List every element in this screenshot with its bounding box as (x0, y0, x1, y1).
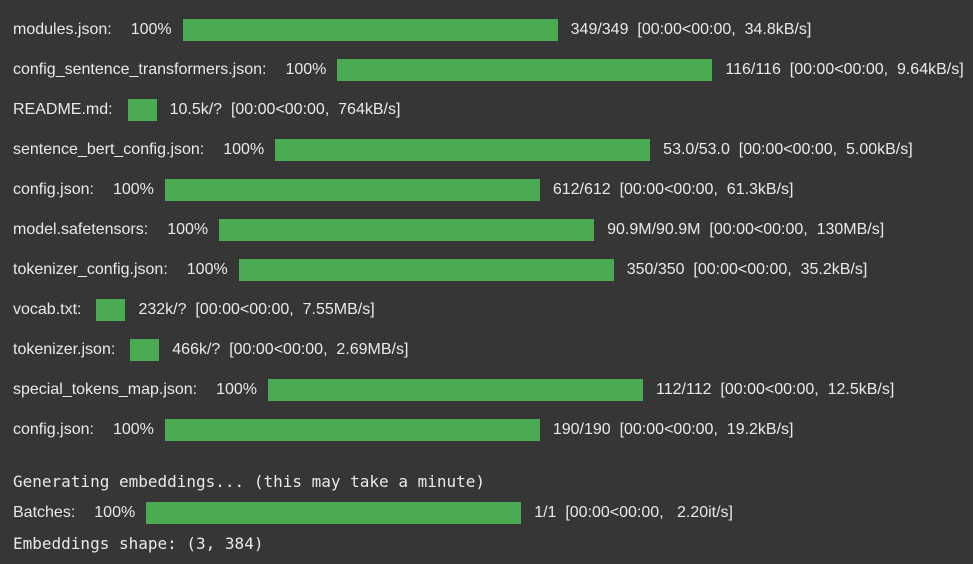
progress-row: config.json: 100% 612/612 [00:00<00:00, … (13, 170, 973, 210)
progress-row: tokenizer.json: 466k/? [00:00<00:00, 2.6… (13, 330, 973, 370)
progress-row: vocab.txt: 232k/? [00:00<00:00, 7.55MB/s… (13, 290, 973, 330)
file-label: special_tokens_map.json: (13, 381, 198, 398)
progress-bar (182, 19, 558, 41)
file-label: config_sentence_transformers.json: (13, 61, 267, 78)
file-label: README.md: (13, 101, 113, 118)
file-label: sentence_bert_config.json: (13, 141, 205, 158)
file-label: Batches: (13, 504, 76, 521)
progress-stats: 349/349 [00:00<00:00, 34.8kB/s] (570, 21, 812, 38)
progress-percent: 100% (285, 61, 327, 78)
progress-row: Batches: 100% 1/1 [00:00<00:00, 2.20it/s… (13, 493, 973, 533)
progress-stats: 90.9M/90.9M [00:00<00:00, 130MB/s] (607, 221, 885, 238)
progress-bar (164, 179, 540, 201)
progress-stats: 112/112 [00:00<00:00, 12.5kB/s] (656, 381, 895, 398)
progress-row: special_tokens_map.json: 100% 112/112 [0… (13, 370, 973, 410)
progress-percent: 100% (94, 504, 136, 521)
file-label: tokenizer_config.json: (13, 261, 168, 278)
progress-bar (96, 299, 126, 321)
file-label: modules.json: (13, 21, 112, 38)
progress-stats: 232k/? [00:00<00:00, 7.55MB/s] (138, 301, 375, 318)
progress-percent: 100% (130, 21, 172, 38)
progress-bar (268, 379, 644, 401)
progress-stats: 612/612 [00:00<00:00, 61.3kB/s] (552, 181, 794, 198)
file-label: vocab.txt: (13, 301, 82, 318)
progress-percent: 100% (223, 141, 265, 158)
file-label: model.safetensors: (13, 221, 149, 238)
progress-bar (337, 59, 713, 81)
progress-row: sentence_bert_config.json: 100% 53.0/53.… (13, 130, 973, 170)
embeddings-shape-message: Embeddings shape: (3, 384) (13, 534, 264, 553)
progress-bar (275, 139, 651, 161)
file-label: config.json: (13, 421, 94, 438)
progress-row: config_sentence_transformers.json: 100% … (13, 50, 973, 90)
progress-bar (238, 259, 614, 281)
progress-bar (164, 419, 540, 441)
progress-stats: 10.5k/? [00:00<00:00, 764kB/s] (169, 101, 401, 118)
progress-percent: 100% (216, 381, 258, 398)
progress-row: model.safetensors: 100% 90.9M/90.9M [00:… (13, 210, 973, 250)
progress-stats: 116/116 [00:00<00:00, 9.64kB/s] (725, 61, 964, 78)
progress-percent: 100% (167, 221, 209, 238)
progress-stats: 350/350 [00:00<00:00, 35.2kB/s] (626, 261, 868, 278)
progress-bar (219, 219, 595, 241)
progress-percent: 100% (112, 421, 154, 438)
progress-stats: 1/1 [00:00<00:00, 2.20it/s] (534, 504, 733, 521)
file-label: tokenizer.json: (13, 341, 116, 358)
progress-row: config.json: 100% 190/190 [00:00<00:00, … (13, 410, 973, 450)
batches-progress-list: Batches: 100% 1/1 [00:00<00:00, 2.20it/s… (13, 493, 973, 533)
progress-stats: 466k/? [00:00<00:00, 2.69MB/s] (172, 341, 409, 358)
progress-bar (127, 99, 157, 121)
progress-stats: 53.0/53.0 [00:00<00:00, 5.00kB/s] (663, 141, 913, 158)
progress-row: modules.json: 100% 349/349 [00:00<00:00,… (13, 10, 973, 50)
progress-stats: 190/190 [00:00<00:00, 19.2kB/s] (552, 421, 794, 438)
progress-bar (146, 502, 522, 524)
progress-row: tokenizer_config.json: 100% 350/350 [00:… (13, 250, 973, 290)
download-progress-list: modules.json: 100% 349/349 [00:00<00:00,… (13, 10, 973, 450)
progress-bar (130, 339, 160, 361)
file-label: config.json: (13, 181, 94, 198)
generating-status-message: Generating embeddings... (this may take … (13, 472, 486, 491)
progress-row: README.md: 10.5k/? [00:00<00:00, 764kB/s… (13, 90, 973, 130)
progress-percent: 100% (186, 261, 228, 278)
progress-percent: 100% (112, 181, 154, 198)
